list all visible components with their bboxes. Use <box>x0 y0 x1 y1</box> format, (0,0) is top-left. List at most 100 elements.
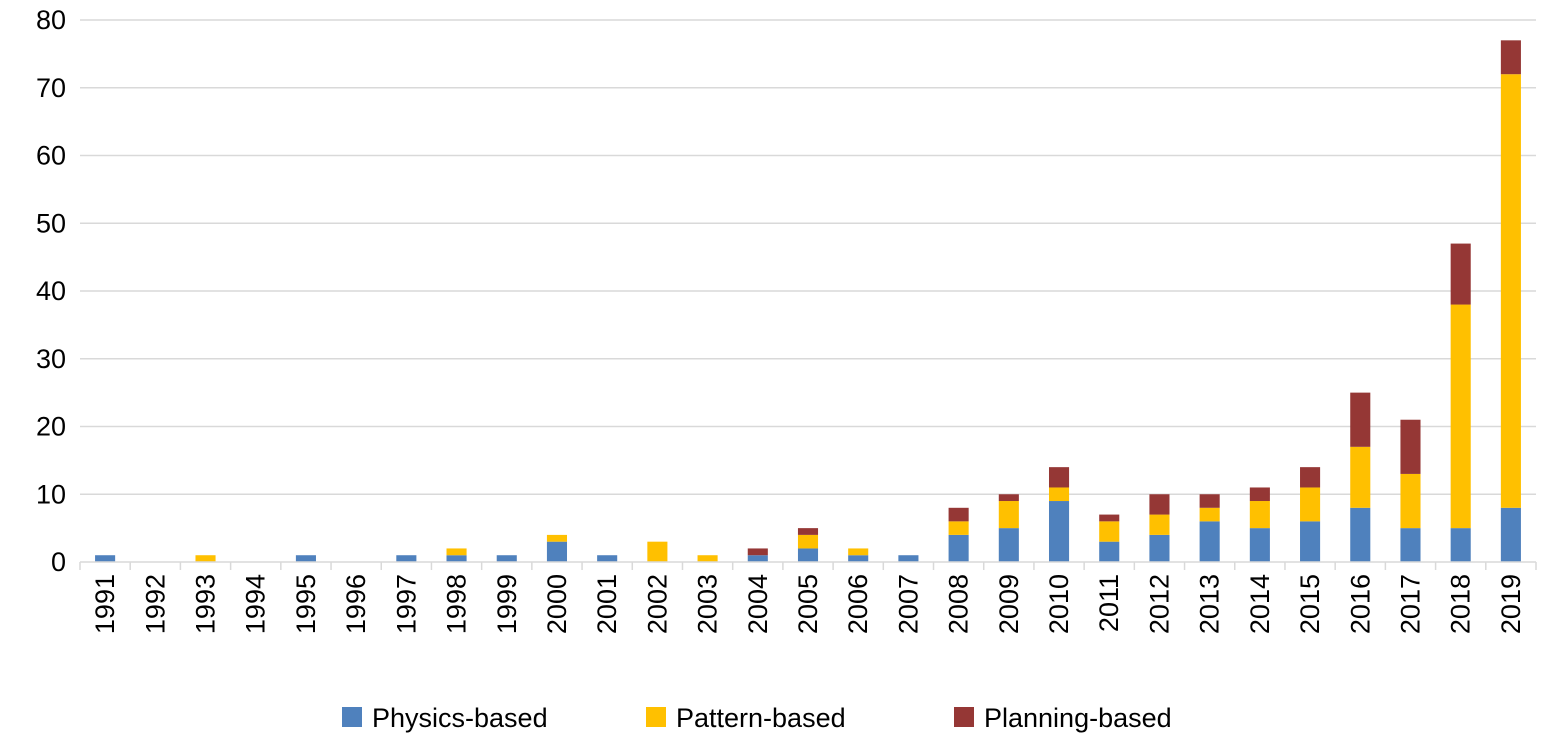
bar-planning-based-2017 <box>1400 419 1421 474</box>
x-tick-label: 2017 <box>1395 574 1425 634</box>
bar-pattern-based-2005 <box>797 534 819 549</box>
x-tick-label: 2006 <box>843 574 873 634</box>
y-tick-label: 40 <box>36 276 66 306</box>
bar-physics-based-2000 <box>546 541 568 562</box>
bar-pattern-based-2017 <box>1400 473 1421 529</box>
bar-pattern-based-2011 <box>1099 521 1120 542</box>
bar-physics-based-2009 <box>998 528 1019 562</box>
x-tick-label: 2019 <box>1496 574 1526 634</box>
bar-physics-based-2008 <box>948 534 969 562</box>
bar-physics-based-2007 <box>898 555 919 562</box>
bar-physics-based-2010 <box>1048 501 1070 562</box>
bar-planning-based-2011 <box>1099 514 1120 522</box>
bar-pattern-based-2015 <box>1300 487 1321 522</box>
bar-pattern-based-2009 <box>998 501 1019 529</box>
x-tick-label: 2002 <box>642 574 672 634</box>
y-tick-label: 60 <box>36 141 66 171</box>
bar-physics-based-1997 <box>396 555 417 562</box>
y-tick-label: 30 <box>36 344 66 374</box>
legend-swatch-pattern-based <box>646 707 666 727</box>
x-tick-label: 2004 <box>743 574 773 634</box>
bar-planning-based-2005 <box>797 528 819 535</box>
bars <box>95 40 1521 562</box>
bar-physics-based-2004 <box>747 555 768 562</box>
x-tick-label: 2014 <box>1245 574 1275 634</box>
legend-label-pattern-based: Pattern-based <box>676 703 846 733</box>
bar-pattern-based-2000 <box>546 534 568 542</box>
bar-physics-based-1998 <box>446 555 467 562</box>
x-axis: 1991 1992 1993 1994 1995 1996 1997 1998 1999 2000… <box>79 561 1537 634</box>
bar-planning-based-2019 <box>1500 40 1521 75</box>
y-axis: 0 10 20 30 40 50 60 70 80 <box>36 5 66 577</box>
y-tick-label: 20 <box>36 412 66 442</box>
bar-physics-based-2016 <box>1350 507 1371 562</box>
bar-physics-based-1991 <box>95 555 116 562</box>
x-tick-label: 2011 <box>1094 574 1124 632</box>
bar-planning-based-2018 <box>1450 243 1471 305</box>
y-tick-label: 80 <box>36 5 66 35</box>
bar-planning-based-2012 <box>1149 494 1170 515</box>
x-tick-label: 2016 <box>1345 574 1375 634</box>
bar-physics-based-2001 <box>597 555 618 562</box>
x-tick-label: 1993 <box>191 574 221 634</box>
bar-physics-based-1999 <box>496 555 517 562</box>
x-tick-label: 1992 <box>140 574 170 634</box>
y-tick-label: 0 <box>51 547 66 577</box>
bar-pattern-based-1998 <box>446 548 467 556</box>
bar-pattern-based-2016 <box>1350 446 1371 508</box>
x-tick-label: 1994 <box>241 574 271 634</box>
bar-physics-based-2019 <box>1500 507 1521 562</box>
bar-planning-based-2014 <box>1249 487 1270 502</box>
bar-planning-based-2016 <box>1350 392 1371 447</box>
bar-physics-based-2006 <box>848 555 869 562</box>
x-tick-label: 2012 <box>1144 574 1174 634</box>
bar-pattern-based-1993 <box>195 555 216 562</box>
bar-planning-based-2009 <box>998 494 1019 502</box>
bar-pattern-based-2013 <box>1199 507 1220 522</box>
bar-pattern-based-2012 <box>1149 514 1170 535</box>
bar-pattern-based-2003 <box>697 555 718 562</box>
x-tick-label: 1997 <box>391 574 421 634</box>
bar-physics-based-2012 <box>1149 534 1170 562</box>
bar-pattern-based-2008 <box>948 521 969 535</box>
legend-label-physics-based: Physics-based <box>372 703 548 733</box>
bar-physics-based-2015 <box>1300 521 1321 562</box>
x-tick-label: 2010 <box>1044 574 1074 634</box>
bar-pattern-based-2002 <box>647 541 668 562</box>
x-tick-label: 1991 <box>90 574 120 634</box>
y-tick-label: 70 <box>36 73 66 103</box>
bar-pattern-based-2018 <box>1450 304 1471 529</box>
x-tick-label: 2001 <box>592 574 622 634</box>
bar-pattern-based-2006 <box>848 548 869 556</box>
bar-physics-based-2005 <box>797 548 819 562</box>
x-tick-label: 1996 <box>341 574 371 634</box>
x-tick-label: 2008 <box>944 574 974 634</box>
legend-swatch-physics-based <box>342 707 362 727</box>
bar-planning-based-2004 <box>747 548 768 556</box>
y-tick-label: 50 <box>36 208 66 238</box>
bar-planning-based-2008 <box>948 507 969 522</box>
x-tick-label: 2000 <box>542 574 572 634</box>
y-tick-label: 10 <box>36 479 66 509</box>
bar-physics-based-2018 <box>1450 528 1471 562</box>
legend-label-planning-based: Planning-based <box>984 703 1172 733</box>
bar-planning-based-2010 <box>1048 467 1070 488</box>
bar-physics-based-2017 <box>1400 528 1421 562</box>
bar-physics-based-2011 <box>1099 541 1120 562</box>
x-tick-label: 2005 <box>793 574 823 634</box>
bar-planning-based-2013 <box>1199 494 1220 508</box>
legend-swatch-planning-based <box>954 707 974 727</box>
bar-planning-based-2015 <box>1300 467 1321 488</box>
x-tick-label: 2013 <box>1195 574 1225 634</box>
bar-physics-based-2014 <box>1249 528 1270 562</box>
bar-pattern-based-2014 <box>1249 501 1270 529</box>
x-tick-label: 1999 <box>492 574 522 634</box>
x-tick-label: 2018 <box>1446 574 1476 634</box>
bar-physics-based-2013 <box>1199 521 1220 562</box>
gridlines <box>80 19 1536 495</box>
x-tick-label: 2007 <box>893 574 923 634</box>
bar-physics-based-1995 <box>295 555 316 562</box>
legend: Physics-based Pattern-based Planning-based <box>342 703 1172 733</box>
bar-pattern-based-2019 <box>1500 74 1521 508</box>
